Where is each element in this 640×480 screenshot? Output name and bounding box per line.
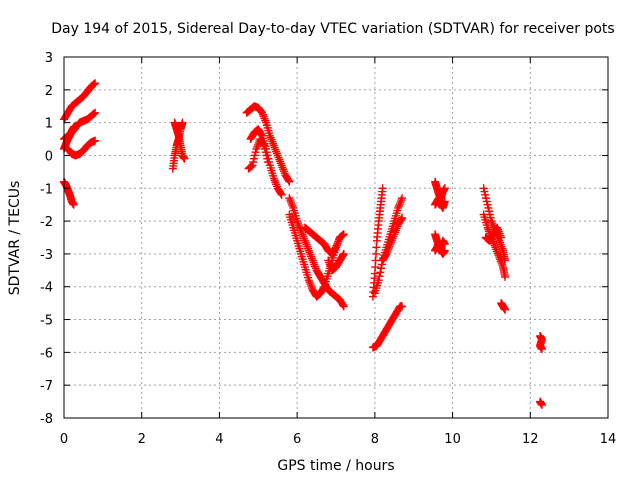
- x-tick-label: 0: [60, 432, 68, 447]
- data-point: [374, 276, 383, 285]
- plot-frame: [63, 56, 609, 419]
- data-point: [501, 305, 510, 314]
- data-point: [276, 189, 285, 198]
- data-point: [71, 121, 80, 130]
- y-tick-label: 0: [45, 149, 53, 164]
- series-arc-e3: [378, 213, 407, 265]
- data-point: [285, 177, 294, 186]
- y-tick-label: -4: [40, 281, 53, 296]
- data-point: [264, 158, 272, 167]
- data-point: [497, 233, 506, 242]
- grid-lines: [64, 57, 608, 418]
- series-arc-a5: [60, 177, 78, 209]
- data-point: [376, 268, 385, 277]
- x-axis-title: GPS time / hours: [277, 458, 394, 474]
- chart-title: Day 194 of 2015, Sidereal Day-to-day VTE…: [51, 21, 614, 37]
- data-point: [537, 345, 546, 354]
- data-point: [180, 154, 189, 163]
- x-tick-label: 10: [444, 432, 461, 447]
- data-point: [440, 184, 449, 193]
- data-point: [397, 215, 406, 224]
- y-tick-label: 1: [45, 117, 53, 132]
- data-point: [375, 272, 384, 281]
- y-tick-label: -8: [40, 412, 53, 427]
- series-arc-g4: [497, 299, 510, 314]
- data-point: [377, 264, 386, 273]
- data-point: [377, 260, 386, 269]
- series-arc-a4: [63, 136, 100, 160]
- data-point: [339, 302, 348, 311]
- x-tick-label: 6: [293, 432, 301, 447]
- data-point: [501, 272, 510, 281]
- y-tick-label: -7: [40, 379, 53, 394]
- x-tick-label: 4: [215, 432, 223, 447]
- y-tick-label: -5: [40, 314, 53, 329]
- data-points: [60, 79, 546, 409]
- series-arc-f4: [431, 236, 449, 258]
- data-point: [259, 140, 268, 149]
- data-point: [91, 79, 100, 88]
- data-point: [398, 302, 407, 311]
- series-arc-h1: [536, 331, 546, 354]
- y-tick-label: -1: [40, 182, 53, 197]
- x-tick-label: 14: [600, 432, 617, 447]
- series-arc-d3: [300, 223, 348, 258]
- data-point: [69, 200, 78, 209]
- x-tick-label: 2: [138, 432, 146, 447]
- data-point: [440, 246, 449, 255]
- data-point: [277, 190, 286, 199]
- y-tick-label: -3: [40, 248, 53, 263]
- x-tick-label: 8: [371, 432, 379, 447]
- y-tick-label: 3: [45, 51, 53, 66]
- data-point: [91, 136, 100, 145]
- data-point: [338, 251, 347, 260]
- data-point: [537, 400, 546, 409]
- y-axis-title: SDTVAR / TECUs: [7, 181, 23, 296]
- data-point: [339, 230, 348, 239]
- data-point: [339, 249, 348, 258]
- series-arc-e1: [368, 184, 387, 301]
- series-arc-c1: [242, 102, 294, 186]
- y-tick-label: -2: [40, 215, 53, 230]
- data-point: [440, 197, 449, 206]
- series-arc-b2: [170, 118, 189, 163]
- x-tick-label: 12: [522, 432, 539, 447]
- series-arc-c3: [244, 135, 272, 173]
- data-point: [178, 118, 187, 127]
- data-point: [338, 301, 347, 310]
- data-point: [284, 176, 293, 185]
- y-tick-label: -6: [40, 346, 53, 361]
- y-axis-tick-labels: -8 -7 -6 -5 -4 -3 -2 -1 0 1 2 3: [40, 51, 53, 427]
- series-arc-h2: [536, 397, 546, 409]
- series-arc-e4: [368, 302, 407, 352]
- series-arc-d4: [324, 249, 348, 275]
- data-point: [378, 184, 387, 193]
- axis-ticks: [63, 56, 609, 419]
- data-point: [91, 108, 100, 117]
- data-point: [398, 213, 407, 222]
- x-axis-tick-labels: 0 2 4 6 8 10 12 14: [60, 432, 616, 447]
- data-point: [319, 284, 328, 293]
- data-point: [398, 194, 407, 203]
- series-arc-f2: [431, 194, 449, 212]
- y-tick-label: 2: [45, 84, 53, 99]
- series-arc-g3: [481, 223, 506, 245]
